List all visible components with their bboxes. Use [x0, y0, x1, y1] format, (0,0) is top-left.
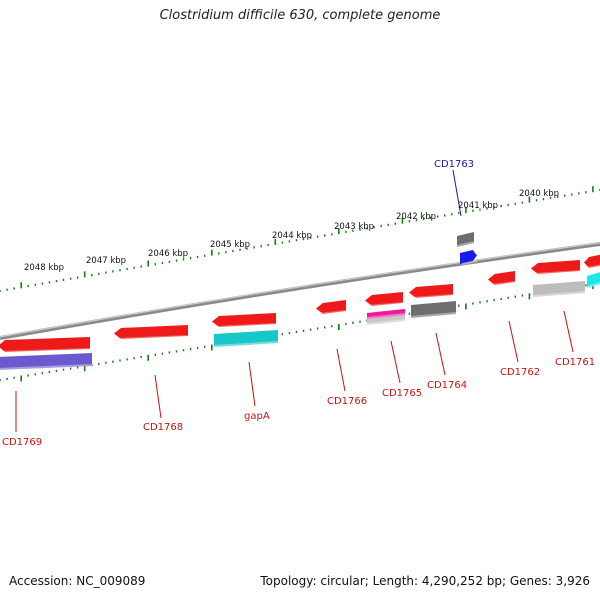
- scale-label: 2047 kbp: [86, 256, 126, 266]
- tick-marks: [0, 186, 600, 382]
- topology-text: Topology: circular; Length: 4,290,252 bp…: [260, 574, 590, 588]
- leader-cd1761: [563, 310, 574, 353]
- gene-label-cd1766[interactable]: CD1766: [327, 396, 367, 407]
- gene-label-cd1763[interactable]: CD1763: [434, 159, 474, 170]
- scale-label: 2045 kbp: [210, 240, 250, 250]
- gene-cd1766[interactable]: [316, 300, 346, 315]
- genome-backbone-highlight: [0, 242, 600, 338]
- gene-cd1765[interactable]: [365, 292, 403, 307]
- leader-cd1762: [508, 320, 519, 363]
- feature-cd1765-protein[interactable]: [367, 309, 405, 319]
- leader-cd1763: [452, 169, 462, 217]
- leader-gapa: [248, 361, 256, 407]
- gene-label-cd1764[interactable]: CD1764: [427, 380, 467, 391]
- feature-cd1763-protein[interactable]: [457, 232, 474, 247]
- gene-cd1762[interactable]: [488, 271, 515, 286]
- gene-cd1768[interactable]: [114, 325, 188, 340]
- scale-label: 2046 kbp: [148, 249, 188, 259]
- feature-cd1764-protein[interactable]: [411, 301, 456, 318]
- gene-label-cd1761[interactable]: CD1761: [555, 357, 595, 368]
- accession-text: Accession: NC_009089: [9, 574, 146, 588]
- scale-label: 2043 kbp: [334, 222, 374, 232]
- gene-cd1769[interactable]: [0, 337, 90, 353]
- scale-label: 2040 kbp: [519, 189, 559, 199]
- gene-label-cd1762[interactable]: CD1762: [500, 367, 540, 378]
- leader-cd1768: [154, 374, 162, 419]
- scale-label: 2042 kbp: [396, 212, 436, 222]
- gene-edge-right[interactable]: [584, 254, 600, 269]
- leader-cd1765: [390, 340, 401, 384]
- leader-cd1766: [336, 348, 346, 392]
- gene-label-cd1768[interactable]: CD1768: [143, 422, 183, 433]
- feature-gapa-protein[interactable]: [214, 330, 278, 347]
- scale-label: 2044 kbp: [272, 231, 312, 241]
- feature-edge-protein[interactable]: [587, 272, 600, 288]
- map-title: Clostridium difficile 630, complete geno…: [159, 8, 441, 23]
- gene-label-cd1769[interactable]: CD1769: [2, 437, 42, 448]
- gene-label-cd1765[interactable]: CD1765: [382, 388, 422, 399]
- scale-label: 2041 kbp: [458, 201, 498, 211]
- gene-gapa[interactable]: [212, 313, 276, 328]
- feature-cd1769-protein[interactable]: [0, 353, 92, 370]
- genome-backbone: [0, 242, 600, 340]
- gene-label-gapa[interactable]: gapA: [244, 411, 270, 422]
- gene-cd1763[interactable]: [460, 250, 477, 265]
- feature-cd1761-protein[interactable]: [533, 281, 585, 297]
- gene-cd1761[interactable]: [531, 260, 580, 275]
- scale-label: 2048 kbp: [24, 263, 64, 273]
- leader-cd1764: [435, 332, 446, 376]
- feature-cd1765-secondary[interactable]: [367, 315, 405, 325]
- gene-cd1764[interactable]: [409, 284, 453, 299]
